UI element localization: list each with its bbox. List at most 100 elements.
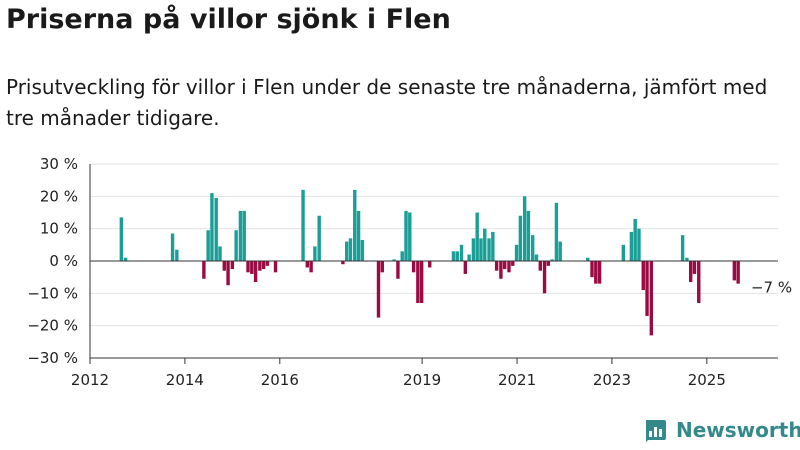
y-tick-label: 10 % [40, 220, 78, 238]
bar [119, 217, 124, 261]
chart-title: Priserna på villor sjönk i Flen [6, 4, 451, 35]
bar [451, 251, 456, 261]
bar [273, 261, 278, 273]
x-tick-label: 2019 [403, 371, 441, 389]
bar [586, 257, 590, 261]
bar [534, 254, 539, 261]
bar [202, 261, 206, 279]
bar [479, 238, 483, 261]
bar [641, 261, 645, 291]
bar [230, 261, 235, 270]
bar [392, 259, 396, 261]
bar [503, 261, 507, 270]
bars [119, 189, 740, 336]
bar [246, 261, 250, 273]
bar [649, 261, 654, 336]
bar [736, 261, 740, 284]
bar [692, 261, 697, 274]
y-tick-label: −20 % [27, 317, 78, 335]
bar [629, 231, 634, 261]
bar [419, 261, 424, 304]
bar [491, 231, 495, 261]
bar [487, 238, 491, 261]
bar [697, 261, 701, 304]
bar [238, 210, 243, 261]
bar [463, 261, 468, 274]
bar [428, 261, 432, 268]
bar [558, 241, 562, 261]
bar [494, 261, 499, 271]
bar [507, 261, 511, 273]
x-tick-label: 2012 [71, 371, 109, 389]
bar [597, 261, 602, 284]
bar [404, 210, 408, 261]
bar [685, 257, 689, 261]
bar [345, 241, 349, 261]
bar [530, 235, 535, 261]
bar [408, 212, 412, 261]
bar [353, 189, 357, 261]
bar [170, 233, 175, 261]
x-tick-label: 2025 [688, 371, 726, 389]
bar [538, 261, 542, 271]
y-tick-label: 0 % [49, 252, 78, 270]
bar [258, 261, 262, 271]
bar [475, 212, 479, 261]
bar [348, 238, 353, 261]
x-tick-label: 2014 [166, 371, 204, 389]
bar [542, 261, 547, 294]
bar [526, 210, 531, 261]
bar [522, 196, 527, 261]
bar [175, 249, 179, 261]
bar [206, 230, 210, 261]
bar [546, 261, 551, 266]
bar [214, 197, 218, 261]
bar [550, 259, 554, 261]
bar [253, 261, 258, 283]
bar [483, 228, 487, 261]
chart-subtitle: Prisutveckling för villor i Flen under d… [6, 75, 768, 130]
brand-name: Newsworthy [676, 418, 800, 442]
bar [242, 210, 246, 261]
bar [380, 261, 384, 273]
bar [250, 261, 254, 274]
bar [732, 261, 737, 281]
bar [554, 202, 559, 261]
bar [459, 244, 464, 261]
x-tick-label: 2021 [498, 371, 536, 389]
bar [411, 261, 416, 273]
newsworthy-logo-icon [646, 420, 666, 442]
y-tick-label: −30 % [27, 349, 78, 367]
latest-value-annotation: −7 % [751, 279, 792, 297]
bar [637, 228, 641, 261]
bar [471, 238, 476, 261]
bar [226, 261, 230, 286]
bar [265, 261, 270, 266]
bar [511, 261, 515, 266]
bar [360, 239, 365, 261]
bar [222, 261, 226, 271]
bar [210, 193, 214, 261]
bar [301, 189, 305, 261]
bar [400, 251, 404, 261]
bar [376, 261, 381, 318]
bar [594, 261, 598, 284]
bar [356, 210, 361, 261]
x-tick-label: 2023 [593, 371, 631, 389]
bar [123, 257, 128, 261]
bar [467, 254, 471, 261]
bar [416, 261, 420, 304]
x-axis: 2012 2014 2016 2019 2021 2023 2025 [71, 164, 778, 389]
bar [633, 218, 637, 261]
bar [305, 261, 310, 268]
bar [514, 244, 519, 261]
bar [309, 261, 313, 273]
bar [218, 246, 222, 261]
newsworthy-brand[interactable]: Newsworthy [644, 418, 800, 442]
bar [317, 215, 321, 261]
y-axis-tick-labels: 30 % 20 % 10 % 0 % −10 % −20 % −30 % [27, 155, 78, 367]
bar [621, 244, 626, 261]
bar [680, 235, 685, 261]
y-tick-label: 20 % [40, 187, 78, 205]
